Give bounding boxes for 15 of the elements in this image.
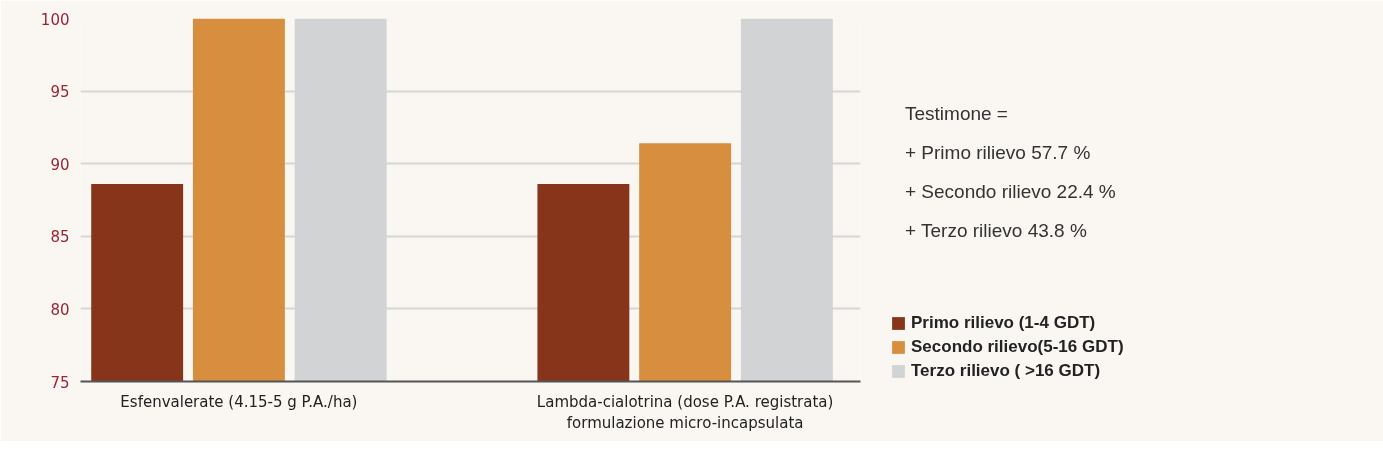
y-tick-label: 75 xyxy=(50,373,70,392)
y-tick-label: 85 xyxy=(50,228,70,247)
y-tick-label: 80 xyxy=(50,300,70,319)
text: Testimone = xyxy=(905,102,1009,126)
y-tick-label: 95 xyxy=(50,83,70,102)
y-tick-label: 100 xyxy=(40,10,70,29)
legend-label: Secondo rilievo(5-16 GDT) xyxy=(911,337,1124,357)
x-tick-label: Esfenvalerate (4.15-5 g P.A./ha) xyxy=(120,392,358,411)
y-tick-label: 90 xyxy=(50,155,70,174)
text: + Primo rilievo 57.7 % xyxy=(905,141,1092,166)
x-tick-label: Lambda-cialotrina (dose P.A. registrata) formulazione micro-incapsulata xyxy=(536,392,834,433)
legend-label: Primo rilievo (1-4 GDT) xyxy=(911,313,1096,333)
text: + Terzo rilievo 43.8 % xyxy=(905,219,1088,244)
text: + Secondo rilievo 22.4 % xyxy=(905,180,1116,205)
legend-label: Terzo rilievo ( >16 GDT) xyxy=(911,361,1101,381)
